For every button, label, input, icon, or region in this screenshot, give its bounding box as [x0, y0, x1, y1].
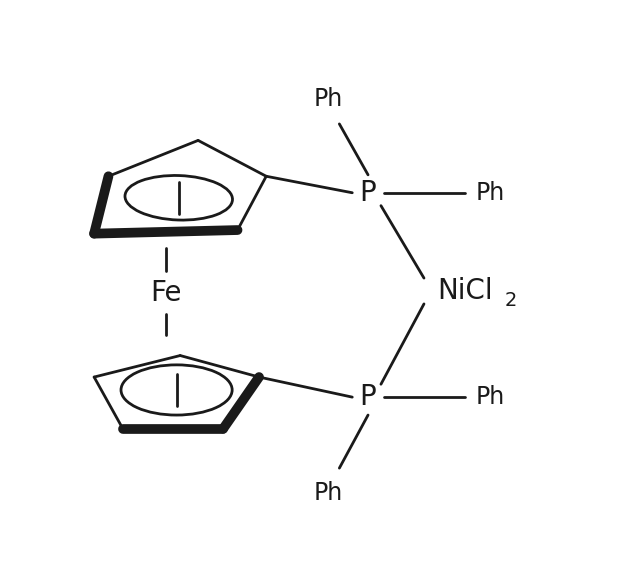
Text: P: P	[360, 383, 376, 411]
Text: Fe: Fe	[150, 279, 182, 307]
Text: Ph: Ph	[476, 181, 504, 205]
Text: NiCl: NiCl	[437, 277, 493, 305]
Text: 2: 2	[505, 291, 517, 310]
Text: P: P	[360, 179, 376, 207]
Text: Ph: Ph	[314, 481, 343, 505]
Text: Ph: Ph	[314, 87, 343, 111]
Text: Ph: Ph	[476, 385, 504, 409]
